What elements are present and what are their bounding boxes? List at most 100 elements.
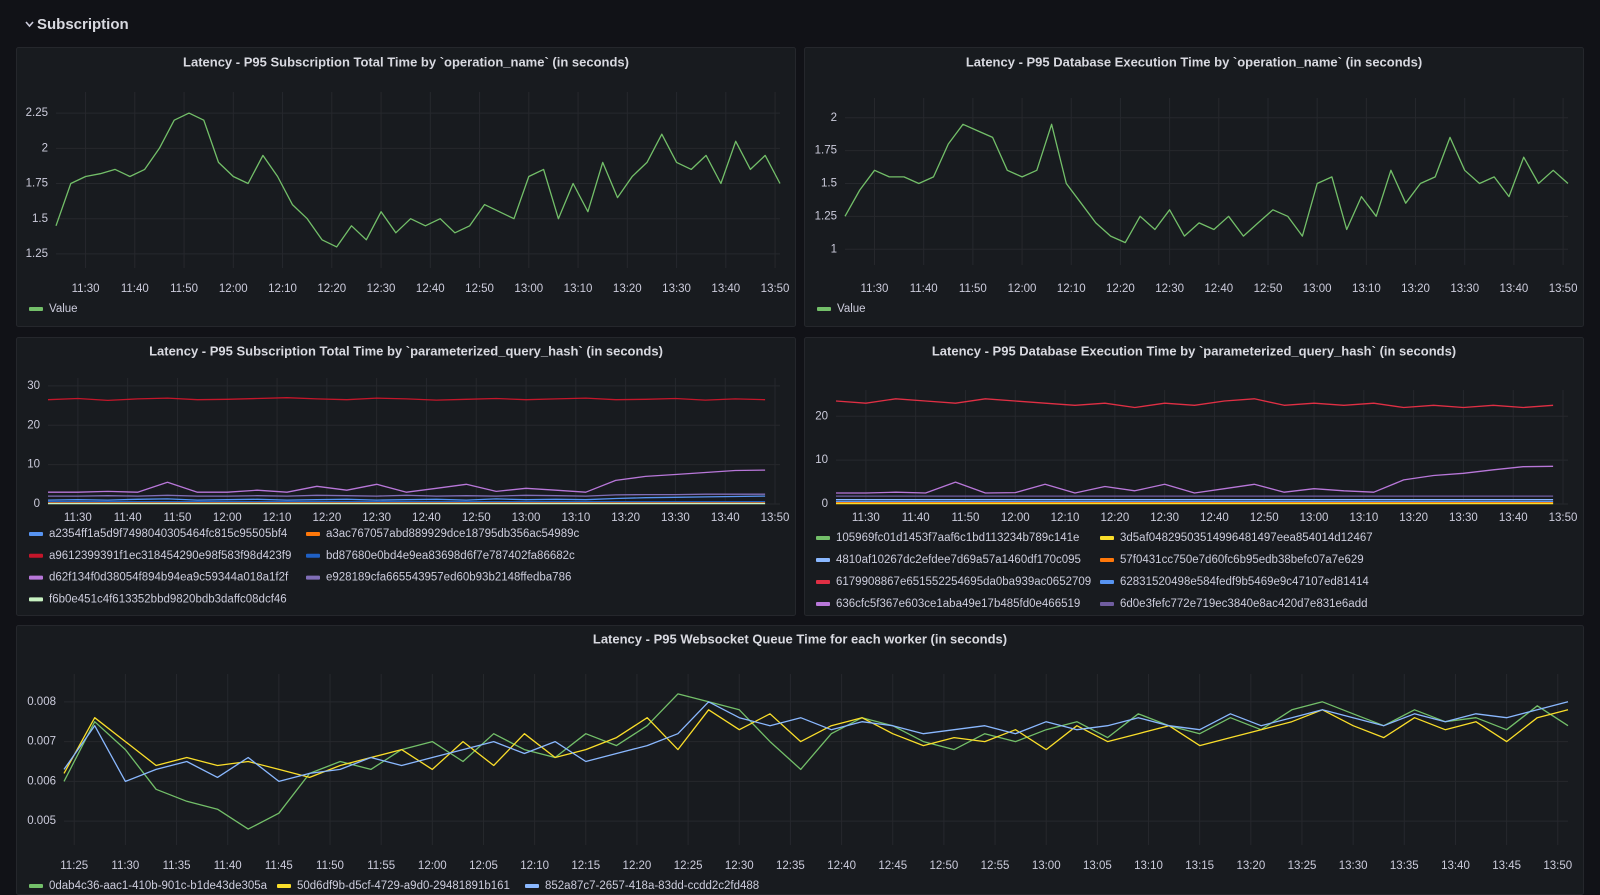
x-tick-label: 12:50 <box>1250 512 1279 524</box>
legend-label[interactable]: a2354ff1a5d9f7498040305464fc815c95505bf4 <box>49 528 288 540</box>
x-tick-label: 13:50 <box>761 512 790 524</box>
row-title[interactable]: Subscription <box>37 16 129 33</box>
x-tick-label: 13:20 <box>1399 512 1428 524</box>
legend-label[interactable]: 6d0e3fefc772e719ec3840e8ac420d7e831e6add <box>1120 598 1368 610</box>
x-tick-label: 12:00 <box>213 512 242 524</box>
x-tick-label: 12:05 <box>469 860 498 872</box>
x-tick-label: 12:50 <box>462 512 491 524</box>
series-line <box>836 465 1554 494</box>
y-tick-label: 1 <box>831 243 837 255</box>
legend-swatch <box>525 884 539 888</box>
x-tick-label: 11:50 <box>952 512 980 524</box>
x-tick-label: 13:50 <box>761 283 790 295</box>
x-tick-label: 12:50 <box>930 860 959 872</box>
x-tick-label: 11:50 <box>316 860 344 872</box>
x-tick-label: 13:50 <box>1549 283 1578 295</box>
x-tick-label: 12:30 <box>1150 512 1179 524</box>
y-tick-label: 2.25 <box>26 107 48 119</box>
row-chevron[interactable] <box>25 21 34 28</box>
x-tick-label: 12:40 <box>1204 283 1233 295</box>
legend-label[interactable]: a9612399391f1ec318454290e98f583f98d423f9 <box>49 550 291 562</box>
x-tick-label: 12:10 <box>1051 512 1080 524</box>
x-tick-label: 13:50 <box>1543 860 1572 872</box>
x-tick-label: 12:35 <box>776 860 805 872</box>
panel-title: Latency - P95 Subscription Total Time by… <box>183 54 629 69</box>
x-tick-label: 13:40 <box>711 512 740 524</box>
legend-swatch <box>29 884 43 888</box>
y-tick-label: 2 <box>42 142 48 154</box>
legend-swatch <box>306 553 320 558</box>
x-tick-label: 13:10 <box>1352 283 1381 295</box>
x-tick-label: 12:10 <box>1057 283 1086 295</box>
x-tick-label: 13:10 <box>1349 512 1378 524</box>
x-tick-label: 11:35 <box>163 860 191 872</box>
x-tick-label: 13:40 <box>1441 860 1470 872</box>
legend-label[interactable]: 105969fc01d1453f7aaf6c1bd113234b789c141e <box>836 532 1079 544</box>
panel-background <box>16 47 796 327</box>
x-tick-label: 12:20 <box>623 860 652 872</box>
legend-label[interactable]: 636cfc5f367e603ce1aba49e17b485fd0e466519 <box>836 598 1080 610</box>
legend-label[interactable]: Value <box>837 303 866 315</box>
legend-label[interactable]: 62831520498e584fedf9b5469e9c47107ed81414 <box>1120 576 1369 588</box>
legend-label[interactable]: f6b0e451c4f613352bbd9820bdb3daffc08dcf46 <box>49 593 287 605</box>
legend-swatch <box>29 575 43 580</box>
x-tick-label: 11:50 <box>164 512 192 524</box>
x-tick-label: 11:30 <box>861 283 889 295</box>
legend-swatch <box>1100 580 1114 584</box>
legend-label[interactable]: 57f0431cc750e7d60fc6b95edb38befc07a7e629 <box>1120 554 1364 566</box>
x-tick-label: 13:25 <box>1288 860 1317 872</box>
panel: Latency - P95 Database Execution Time by… <box>804 337 1584 616</box>
x-tick-label: 12:20 <box>312 512 341 524</box>
y-tick-label: 1.5 <box>32 213 48 225</box>
legend-label[interactable]: 4810af10267dc2efdee7d69a57a1460df170c095 <box>836 554 1081 566</box>
y-tick-label: 1.25 <box>815 210 837 222</box>
legend-label[interactable]: 852a87c7-2657-418a-83dd-ccdd2c2fd488 <box>545 880 759 892</box>
legend-label[interactable]: 0dab4c36-aac1-410b-901c-b1de43de305a <box>49 880 268 892</box>
legend-label[interactable]: 6179908867e651552254695da0ba939ac0652709 <box>836 576 1091 588</box>
x-tick-label: 11:25 <box>60 860 88 872</box>
legend-swatch <box>29 597 43 602</box>
legend-label[interactable]: 50d6df9b-d5cf-4729-a9d0-29481891b161 <box>297 880 510 892</box>
x-tick-label: 11:55 <box>367 860 395 872</box>
series-line <box>55 112 781 248</box>
x-tick-label: 12:55 <box>981 860 1010 872</box>
x-tick-label: 12:00 <box>219 283 248 295</box>
x-tick-label: 13:40 <box>1499 512 1528 524</box>
x-tick-label: 13:30 <box>1339 860 1368 872</box>
legend-label[interactable]: Value <box>49 303 78 315</box>
x-tick-label: 13:10 <box>1134 860 1163 872</box>
x-tick-label: 12:20 <box>317 283 346 295</box>
x-tick-label: 11:50 <box>170 283 198 295</box>
x-tick-label: 13:40 <box>711 283 740 295</box>
x-tick-label: 12:15 <box>571 860 600 872</box>
x-tick-label: 11:40 <box>114 512 142 524</box>
x-tick-label: 12:40 <box>416 283 445 295</box>
x-tick-label: 12:00 <box>1008 283 1037 295</box>
x-tick-label: 13:15 <box>1185 860 1214 872</box>
x-tick-label: 13:20 <box>611 512 640 524</box>
x-tick-label: 11:45 <box>265 860 293 872</box>
legend-label[interactable]: bd87680e0bd4e9ea83698d6f7e787402fa86682c <box>326 550 575 562</box>
x-tick-label: 13:00 <box>1032 860 1061 872</box>
y-tick-label: 1.75 <box>815 145 837 157</box>
legend-swatch <box>29 532 43 536</box>
legend-swatch <box>29 307 43 311</box>
panel: Latency - P95 Subscription Total Time by… <box>16 337 796 616</box>
x-tick-label: 12:30 <box>725 860 754 872</box>
y-tick-label: 30 <box>27 380 40 392</box>
x-tick-label: 13:20 <box>613 283 642 295</box>
x-tick-label: 13:20 <box>1236 860 1265 872</box>
legend-label[interactable]: d62f134f0d38054f894b94ea9c59344a018a1f2f <box>49 572 289 584</box>
x-tick-label: 12:10 <box>268 283 297 295</box>
panel-title: Latency - P95 Database Execution Time by… <box>932 343 1456 358</box>
legend-label[interactable]: e928189cfa665543957ed60b93b2148ffedba786 <box>326 572 571 584</box>
x-tick-label: 13:30 <box>662 283 691 295</box>
panel: Latency - P95 Subscription Total Time by… <box>16 47 796 327</box>
x-tick-label: 12:45 <box>878 860 907 872</box>
x-tick-label: 12:40 <box>1200 512 1229 524</box>
panel-title: Latency - P95 Database Execution Time by… <box>966 54 1422 69</box>
x-tick-label: 13:05 <box>1083 860 1112 872</box>
legend-label[interactable]: 3d5af04829503514996481497eea854014d12467 <box>1120 532 1373 544</box>
series-line <box>47 397 766 402</box>
legend-label[interactable]: a3ac767057abd889929dce18795db356ac54989c <box>326 528 579 540</box>
